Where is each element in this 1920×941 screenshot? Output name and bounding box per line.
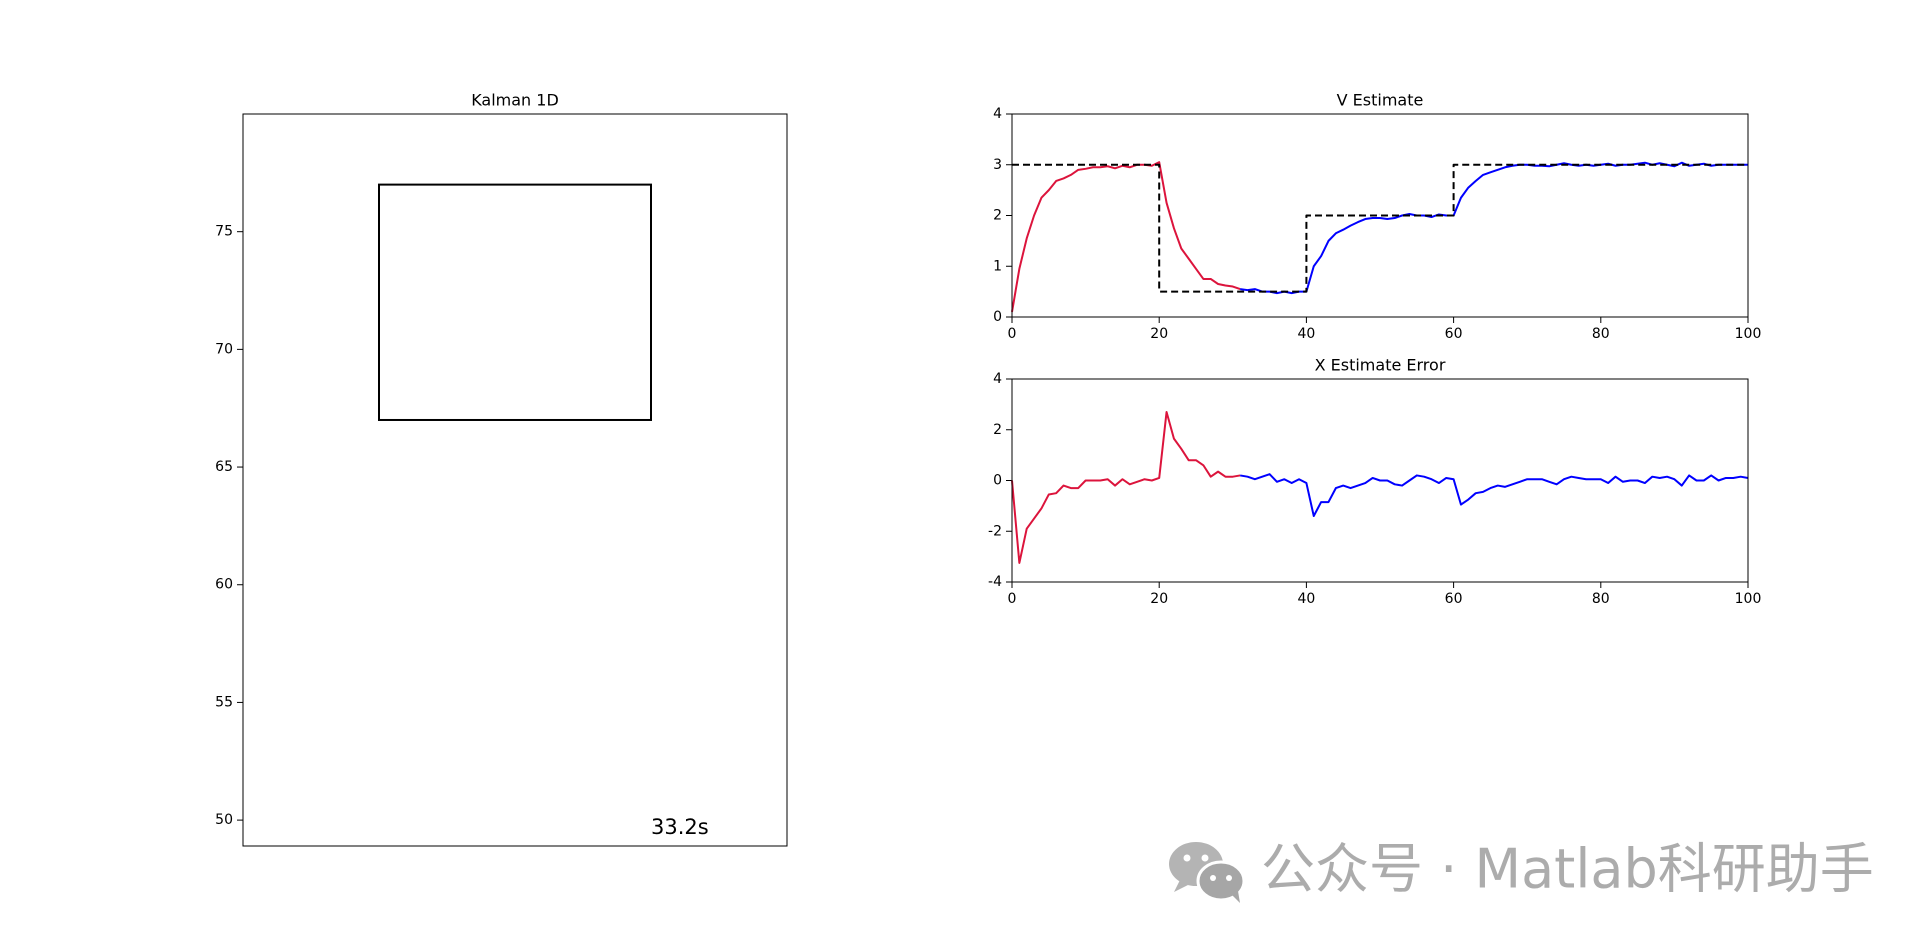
x-tick-label: 80 <box>1592 591 1610 607</box>
x-tick-label: 60 <box>1445 326 1463 342</box>
wechat-icon <box>1169 842 1246 903</box>
x-tick-label: 40 <box>1297 591 1315 607</box>
watermark: 公众号 · Matlab科研助手 <box>1261 838 1874 901</box>
y-tick-label: 50 <box>215 812 233 828</box>
chart-title: Kalman 1D <box>471 91 559 110</box>
box <box>378 183 652 421</box>
series-line <box>1012 163 1748 293</box>
x-tick-label: 60 <box>1445 591 1463 607</box>
x-tick-label: 0 <box>1008 326 1017 342</box>
x-tick-label: 80 <box>1592 326 1610 342</box>
y-tick-label: 65 <box>215 459 233 475</box>
y-tick-label: 55 <box>215 694 233 710</box>
x-tick-label: 20 <box>1150 326 1168 342</box>
x-tick-label: 100 <box>1735 326 1762 342</box>
axes-frame <box>1011 113 1749 318</box>
y-tick-label: 0 <box>993 473 1002 489</box>
series-line <box>1011 161 1241 313</box>
x-tick-label: 100 <box>1735 591 1762 607</box>
series-line <box>1239 473 1749 518</box>
chart-title: V Estimate <box>1337 91 1424 110</box>
axes-frame <box>242 113 788 847</box>
x-tick-label: 0 <box>1008 591 1017 607</box>
x-tick-label: 20 <box>1150 591 1168 607</box>
time-label: 33.2s <box>651 815 709 839</box>
y-tick-label: 2 <box>993 208 1002 224</box>
x-tick-label: 40 <box>1297 326 1315 342</box>
y-tick-label: 4 <box>993 371 1002 387</box>
y-tick-label: 70 <box>215 341 233 357</box>
y-tick-label: 3 <box>993 157 1002 173</box>
y-tick-label: 1 <box>993 258 1002 274</box>
y-tick-label: -2 <box>988 523 1002 539</box>
y-tick-label: 0 <box>993 309 1002 325</box>
axes-frame <box>1011 378 1749 583</box>
series-line <box>1011 410 1241 564</box>
y-tick-label: 75 <box>215 224 233 240</box>
y-tick-label: 60 <box>215 577 233 593</box>
y-tick-label: 4 <box>993 106 1002 122</box>
y-tick-label: -4 <box>988 574 1002 590</box>
chart-title: X Estimate Error <box>1315 356 1446 375</box>
y-tick-label: 2 <box>993 422 1002 438</box>
series-line <box>1240 161 1748 295</box>
